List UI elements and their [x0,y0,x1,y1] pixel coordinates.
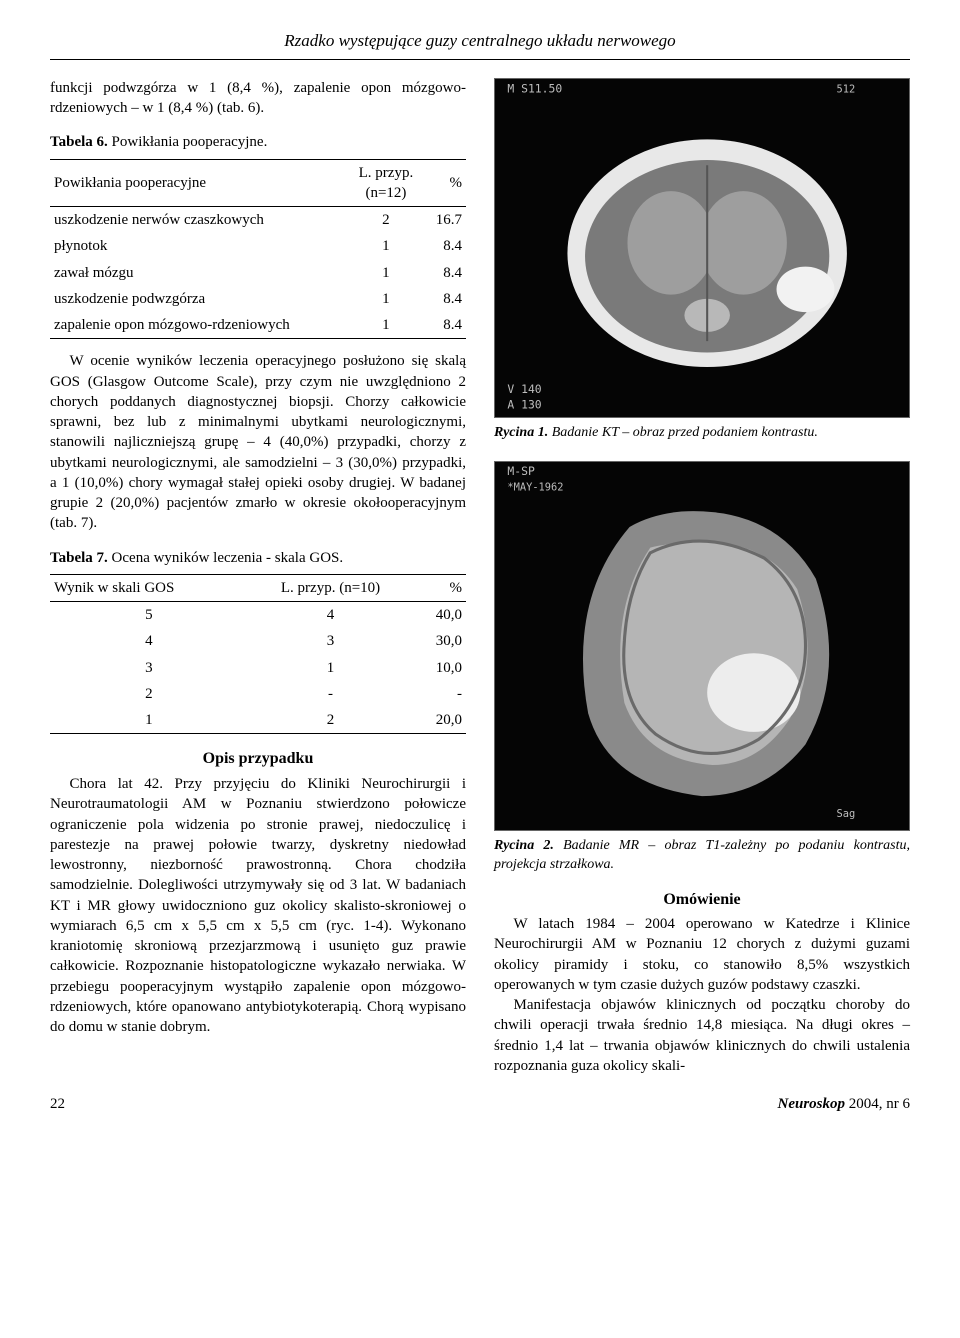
t7-r3-n: - [248,681,413,707]
table7-number: Tabela 7. [50,550,108,566]
journal-issue: 2004, nr 6 [849,1096,910,1112]
left-para-1: funkcji podwzgórza w 1 (8,4 %), zapaleni… [50,78,466,119]
t6-r1-n: 1 [348,233,424,259]
page-footer: 22 Neuroskop 2004, nr 6 [50,1094,910,1114]
t6-r1-pct: 8.4 [424,233,466,259]
table6-title: Powikłania pooperacyjne. [112,134,268,150]
case-report-heading: Opis przypadku [50,748,466,770]
table7-title: Ocena wyników leczenia - skala GOS. [112,550,344,566]
left-column: funkcji podwzgórza w 1 (8,4 %), zapaleni… [50,78,466,1076]
figure-1-number: Rycina 1. [494,425,548,440]
table6-caption: Tabela 6. Powikłania pooperacyjne. [50,132,466,152]
t7-r1-pct: 30,0 [413,628,466,654]
svg-text:512: 512 [837,84,856,96]
svg-text:M S11.50: M S11.50 [507,82,562,96]
t7-r4-pct: 20,0 [413,707,466,734]
head-rule [50,59,910,60]
t6-r4-label: zapalenie opon mózgowo-rdzeniowych [50,312,348,339]
t6-h3: % [424,159,466,207]
t6-r3-label: uszkodzenie podwzgórza [50,286,348,312]
t7-r0-pct: 40,0 [413,602,466,629]
t7-r3-pct: - [413,681,466,707]
t6-r0-pct: 16.7 [424,207,466,234]
svg-text:*MAY-1962: *MAY-1962 [507,482,563,494]
figure-2-text: Badanie MR – obraz T1-zależny po podaniu… [494,838,910,872]
t6-r3-n: 1 [348,286,424,312]
page-number: 22 [50,1094,65,1114]
t7-r4-g: 1 [50,707,248,734]
t6-r4-n: 1 [348,312,424,339]
figure-2-caption: Rycina 2. Badanie MR – obraz T1-zależny … [494,837,910,875]
right-column: M S11.50 V 140 A 130 512 Rycina 1. Badan… [494,78,910,1076]
figure-2-number: Rycina 2. [494,838,554,853]
t7-r2-g: 3 [50,655,248,681]
t7-h1: Wynik w skali GOS [50,574,248,601]
t6-r4-pct: 8.4 [424,312,466,339]
figure-1-caption: Rycina 1. Badanie KT – obraz przed podan… [494,424,910,443]
table7: Wynik w skali GOS L. przyp. (n=10) % 5 4… [50,574,466,735]
t7-h3: % [413,574,466,601]
t7-r3-g: 2 [50,681,248,707]
t7-r4-n: 2 [248,707,413,734]
running-head: Rzadko występujące guzy centralnego ukła… [50,30,910,53]
t6-r2-pct: 8.4 [424,260,466,286]
journal-name: Neuroskop [777,1096,845,1112]
t6-h2: L. przyp. (n=12) [348,159,424,207]
t7-r1-n: 3 [248,628,413,654]
t6-h1: Powikłania pooperacyjne [50,159,348,207]
right-para-1: W latach 1984 – 2004 operowano w Katedrz… [494,914,910,995]
t6-r3-pct: 8.4 [424,286,466,312]
t7-r2-pct: 10,0 [413,655,466,681]
journal-ref: Neuroskop 2004, nr 6 [777,1094,910,1114]
svg-text:A 130: A 130 [507,397,541,411]
t6-r1-label: płynotok [50,233,348,259]
t6-r0-label: uszkodzenie nerwów czaszkowych [50,207,348,234]
svg-text:Sag: Sag [837,808,856,820]
left-para-3: Chora lat 42. Przy przyjęciu do Kliniki … [50,774,466,1037]
t6-r2-n: 1 [348,260,424,286]
two-column-layout: funkcji podwzgórza w 1 (8,4 %), zapaleni… [50,78,910,1076]
figure-1-text: Badanie KT – obraz przed podaniem kontra… [552,425,818,440]
t7-r2-n: 1 [248,655,413,681]
table7-caption: Tabela 7. Ocena wyników leczenia - skala… [50,548,466,568]
t7-h2: L. przyp. (n=10) [248,574,413,601]
figure-2: M-SP *MAY-1962 Sag [494,461,910,831]
t6-r2-label: zawał mózgu [50,260,348,286]
table6: Powikłania pooperacyjne L. przyp. (n=12)… [50,159,466,340]
right-para-2: Manifestacja objawów klinicznych od pocz… [494,995,910,1076]
svg-text:M-SP: M-SP [507,464,535,478]
mri-scan-icon: M-SP *MAY-1962 Sag [495,462,909,830]
ct-scan-icon: M S11.50 V 140 A 130 512 [495,79,909,417]
svg-text:V 140: V 140 [507,382,541,396]
figure-1: M S11.50 V 140 A 130 512 [494,78,910,418]
left-para-2: W ocenie wyników leczenia operacyjnego p… [50,351,466,533]
t6-r0-n: 2 [348,207,424,234]
t7-r0-n: 4 [248,602,413,629]
table6-number: Tabela 6. [50,134,108,150]
t7-r1-g: 4 [50,628,248,654]
discussion-heading: Omówienie [494,889,910,911]
t7-r0-g: 5 [50,602,248,629]
